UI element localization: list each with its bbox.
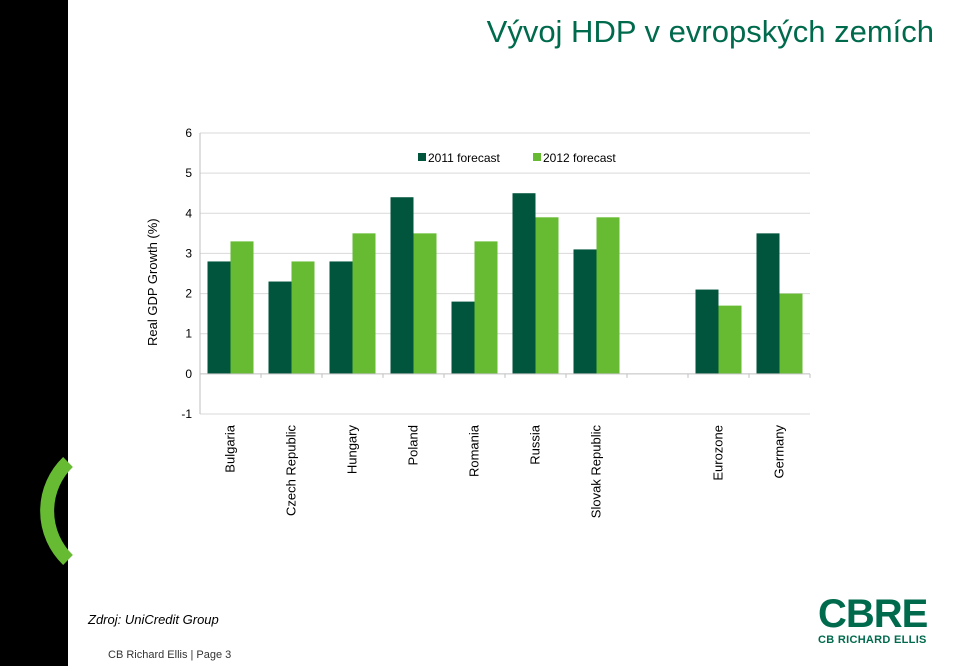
bar-series2 bbox=[535, 217, 559, 374]
x-tick-label: Romania bbox=[467, 424, 482, 477]
x-axis-labels: Bulgaria Czech Republic Hungary Poland Roman… bbox=[223, 424, 787, 518]
bar-series2 bbox=[291, 261, 315, 374]
bar-series1 bbox=[268, 281, 292, 374]
y-tick-label: 1 bbox=[185, 327, 192, 341]
legend-swatch bbox=[418, 153, 426, 161]
cbre-logo: CBRE CB RICHARD ELLIS bbox=[818, 592, 938, 646]
x-tick-label: Russia bbox=[528, 424, 543, 465]
y-tick-label: 5 bbox=[185, 166, 192, 180]
bar-series1 bbox=[329, 261, 353, 374]
x-tick-label: Eurozone bbox=[711, 425, 726, 481]
y-tick-label: 6 bbox=[185, 126, 192, 140]
y-tick-label: 3 bbox=[185, 246, 192, 260]
bar-series1 bbox=[207, 261, 231, 374]
logo-subtitle: CB RICHARD ELLIS bbox=[818, 634, 927, 646]
x-tick-label: Hungary bbox=[345, 425, 360, 475]
bar-series2 bbox=[718, 305, 742, 374]
y-axis-ticks: -1 0 1 2 3 4 5 6 bbox=[181, 126, 192, 421]
y-axis-label: Real GDP Growth (%) bbox=[145, 218, 160, 346]
y-tick-label: 0 bbox=[185, 367, 192, 381]
chart-legend: 2011 forecast 2012 forecast bbox=[418, 151, 616, 165]
bar-series2 bbox=[352, 233, 376, 374]
source-note: Zdroj: UniCredit Group bbox=[88, 612, 219, 627]
bar-series1 bbox=[512, 193, 536, 374]
bar-series1 bbox=[390, 197, 414, 374]
bar-series1 bbox=[573, 249, 597, 374]
bar-series1 bbox=[695, 289, 719, 374]
bar-series1 bbox=[451, 301, 475, 374]
legend-label: 2012 forecast bbox=[543, 151, 616, 165]
bar-series2 bbox=[474, 241, 498, 374]
bar-series2 bbox=[413, 233, 437, 374]
chart-bars bbox=[200, 193, 810, 375]
bar-series2 bbox=[230, 241, 254, 374]
x-tick-label: Czech Republic bbox=[284, 425, 299, 517]
page-title: Vývoj HDP v evropských zemích bbox=[486, 14, 934, 49]
y-tick-label: 4 bbox=[185, 206, 192, 220]
y-tick-label: -1 bbox=[181, 407, 192, 421]
bar-series2 bbox=[596, 217, 620, 374]
logo-wordmark: CBRE bbox=[818, 592, 928, 636]
y-tick-label: 2 bbox=[185, 287, 192, 301]
x-tick-label: Slovak Republic bbox=[589, 425, 604, 519]
bar-series2 bbox=[779, 293, 803, 374]
decorative-green-arc bbox=[40, 456, 74, 566]
legend-label: 2011 forecast bbox=[428, 151, 500, 165]
page-footer: CB Richard Ellis | Page 3 bbox=[108, 649, 232, 661]
x-tick-label: Poland bbox=[406, 425, 421, 465]
legend-swatch bbox=[533, 153, 541, 161]
x-tick-label: Bulgaria bbox=[223, 424, 238, 472]
bar-series1 bbox=[756, 233, 780, 374]
x-tick-label: Germany bbox=[772, 425, 787, 479]
